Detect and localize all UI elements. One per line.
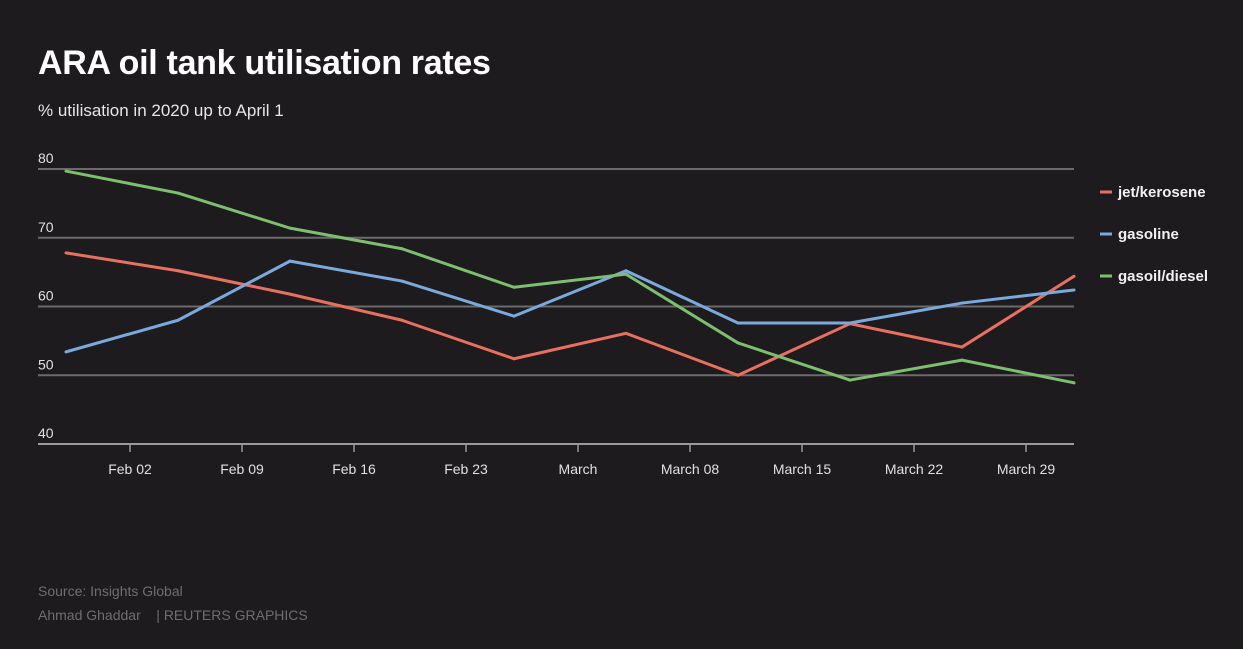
data-point — [512, 285, 516, 289]
data-point — [64, 169, 68, 173]
data-point — [1072, 274, 1076, 278]
data-point — [848, 321, 852, 325]
data-point — [176, 318, 180, 322]
data-point — [960, 358, 964, 362]
data-point — [736, 373, 740, 377]
data-point — [288, 292, 292, 296]
data-point — [64, 251, 68, 255]
y-tick-label: 40 — [38, 425, 54, 441]
y-tick-label: 50 — [38, 356, 54, 372]
data-point — [960, 345, 964, 349]
x-tick-label: March 08 — [661, 461, 720, 477]
data-point — [400, 247, 404, 251]
y-tick-label: 80 — [38, 150, 54, 166]
x-tick-label: Feb 09 — [220, 461, 264, 477]
data-point — [512, 357, 516, 361]
data-point — [176, 191, 180, 195]
data-point — [288, 259, 292, 263]
x-tick-label: Feb 02 — [108, 461, 152, 477]
data-point — [1072, 381, 1076, 385]
data-point — [624, 272, 628, 276]
legend-label: gasoil/diesel — [1118, 268, 1208, 285]
data-point — [624, 331, 628, 335]
y-tick-label: 70 — [38, 219, 54, 235]
x-tick-label: Feb 23 — [444, 461, 488, 477]
y-tick-label: 60 — [38, 288, 54, 304]
chart-title: ARA oil tank utilisation rates — [38, 44, 491, 82]
data-point — [736, 341, 740, 345]
data-point — [288, 226, 292, 230]
series-line-jet-kerosene — [65, 251, 1075, 377]
data-point — [400, 318, 404, 322]
chart-subtitle: % utilisation in 2020 up to April 1 — [38, 101, 284, 120]
series-line-gasoline — [65, 259, 1075, 354]
data-point — [64, 350, 68, 354]
x-tick-label: March 29 — [997, 461, 1056, 477]
data-point — [1072, 288, 1076, 292]
legend-label: gasoline — [1118, 226, 1179, 243]
source-note: Source: Insights Global — [38, 583, 183, 599]
data-point — [624, 269, 628, 273]
data-point — [960, 301, 964, 305]
x-tick-label: March 22 — [885, 461, 944, 477]
data-point — [176, 269, 180, 273]
data-point — [400, 279, 404, 283]
x-tick-label: March — [559, 461, 598, 477]
x-tick-label: March 15 — [773, 461, 832, 477]
series-line-gasoil-diesel — [65, 169, 1075, 385]
data-point — [512, 314, 516, 318]
credit-note: Ahmad Ghaddar | REUTERS GRAPHICS — [38, 607, 308, 623]
data-point — [736, 321, 740, 325]
legend-label: jet/kerosene — [1117, 184, 1206, 201]
data-point — [848, 378, 852, 382]
x-tick-label: Feb 16 — [332, 461, 376, 477]
